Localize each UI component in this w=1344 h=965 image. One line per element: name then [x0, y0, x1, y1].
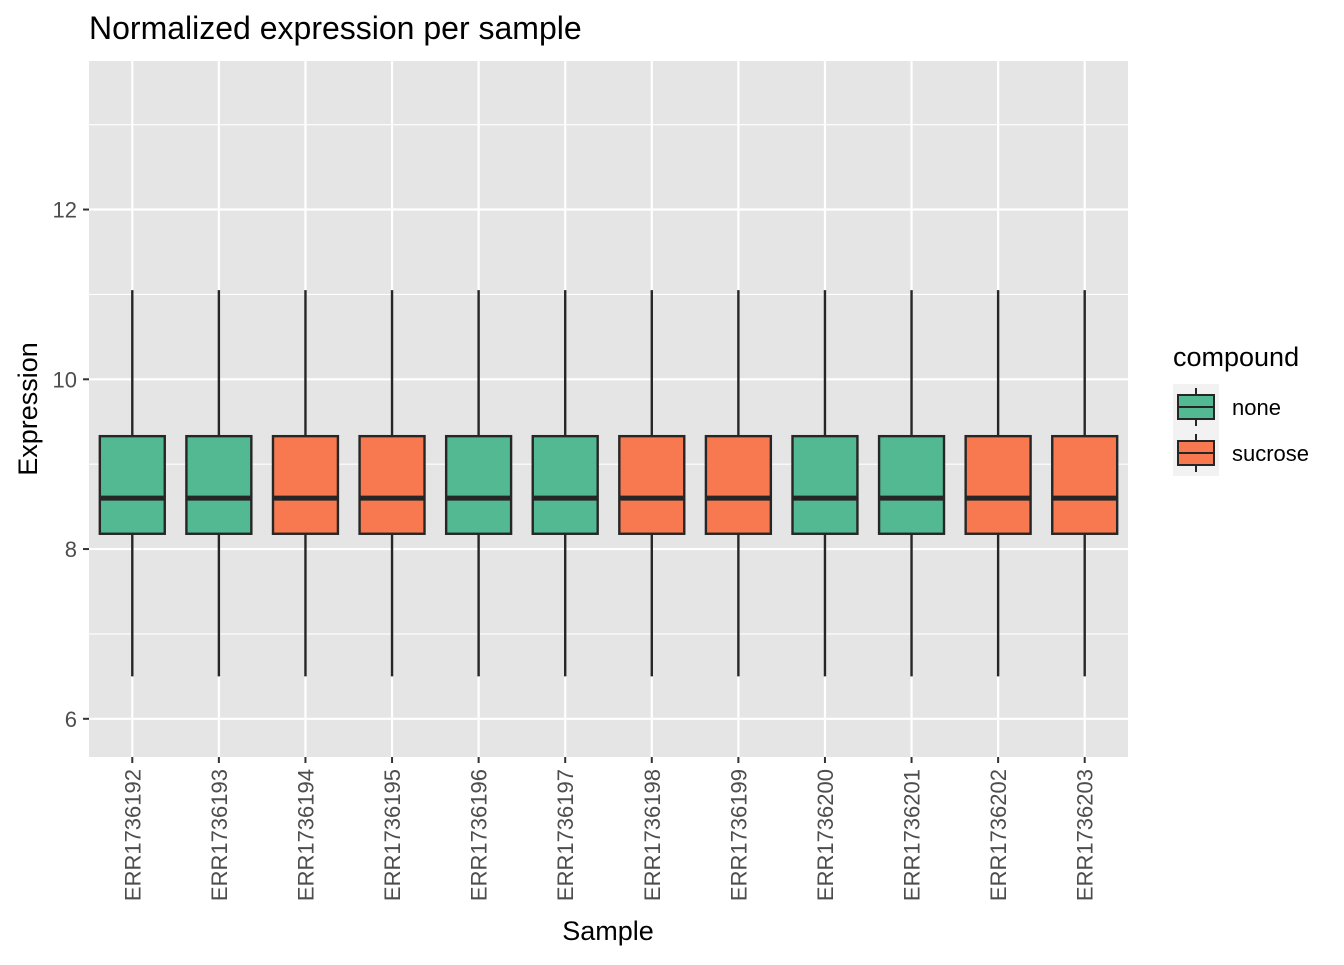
box-body	[1051, 434, 1119, 535]
x-tick-label: ERR1736193	[207, 769, 232, 901]
box-body	[618, 434, 686, 535]
box-ERR1736193	[185, 290, 253, 677]
legend-item-sucrose: sucrose	[1173, 430, 1309, 476]
legend-keys: none sucrose	[1173, 384, 1309, 476]
plot-panel	[89, 61, 1128, 757]
x-tick-label: ERR1736192	[120, 769, 145, 901]
box-body	[964, 434, 1032, 535]
chart-title: Normalized expression per sample	[89, 10, 582, 46]
x-tick-label: ERR1736200	[813, 769, 838, 901]
box-ERR1736192	[98, 290, 166, 677]
y-axis-title: Expression	[13, 342, 43, 476]
y-axis: 6 8 10 12	[53, 198, 89, 732]
legend-label: none	[1232, 395, 1281, 420]
box-body	[531, 434, 599, 535]
box-body	[98, 434, 166, 535]
box-ERR1736202	[964, 290, 1032, 677]
box-ERR1736203	[1051, 290, 1119, 677]
box-body	[444, 434, 513, 535]
x-tick-label: ERR1736194	[293, 769, 318, 901]
grid-minor	[89, 124, 1128, 635]
box-ERR1736194	[271, 290, 340, 677]
boxes-layer	[98, 290, 1119, 677]
legend-title: compound	[1173, 342, 1299, 372]
box-ERR1736201	[877, 290, 946, 677]
x-tick-label: ERR1736199	[726, 769, 751, 901]
x-tick-label: ERR1736196	[467, 769, 492, 901]
y-tick-label: 10	[53, 367, 77, 392]
x-tick-label: ERR1736195	[380, 769, 405, 901]
box-body	[704, 434, 773, 535]
box-ERR1736199	[704, 290, 773, 677]
box-ERR1736197	[531, 290, 599, 677]
box-body	[877, 434, 946, 535]
legend-item-none: none	[1173, 384, 1281, 430]
x-tick-label: ERR1736198	[640, 769, 665, 901]
box-ERR1736198	[618, 290, 686, 677]
legend-label: sucrose	[1232, 441, 1309, 466]
box-body	[358, 434, 426, 535]
box-ERR1736195	[358, 290, 426, 677]
y-tick-label: 8	[65, 537, 77, 562]
x-axis: ERR1736192 ERR1736193 ERR1736194 ERR1736195…	[120, 757, 1098, 901]
x-tick-label: ERR1736197	[553, 769, 578, 901]
legend: compound none sucrose	[1173, 342, 1309, 476]
box-body	[271, 434, 340, 535]
x-tick-label: ERR1736201	[900, 769, 925, 901]
box-body	[185, 434, 253, 535]
box-ERR1736196	[444, 290, 513, 677]
box-body	[791, 434, 859, 535]
x-tick-label: ERR1736203	[1073, 769, 1098, 901]
x-tick-label: ERR1736202	[986, 769, 1011, 901]
y-tick-label: 12	[53, 198, 77, 223]
y-tick-label: 6	[65, 707, 77, 732]
box-ERR1736200	[791, 290, 859, 677]
x-axis-title: Sample	[562, 916, 654, 946]
